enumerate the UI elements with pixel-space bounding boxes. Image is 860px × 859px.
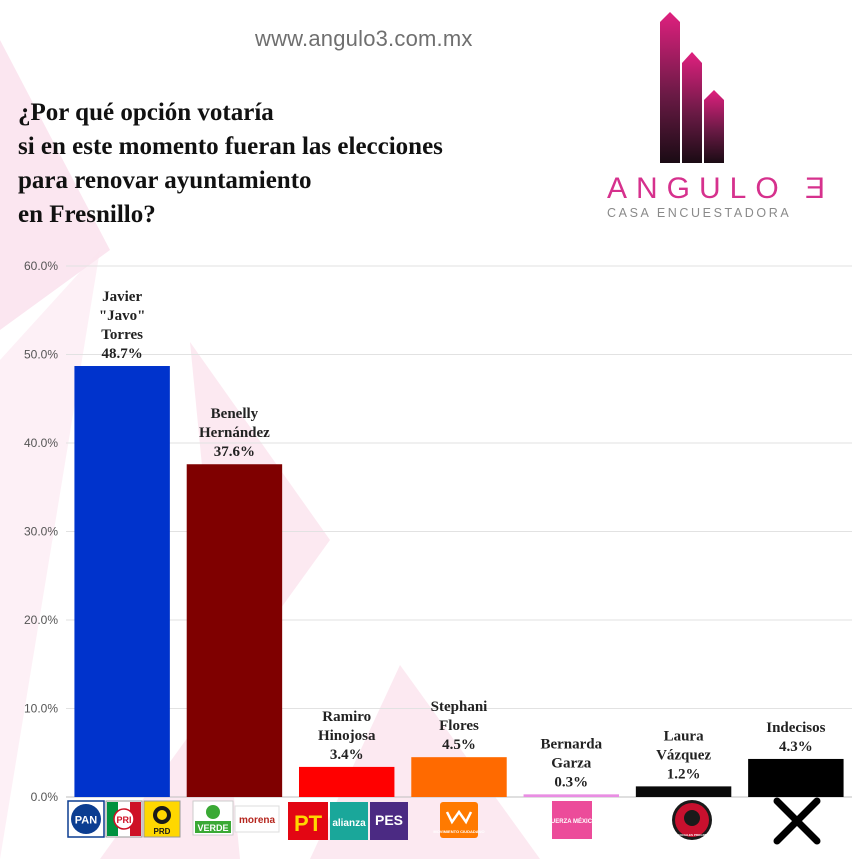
morena-logo-icon: morena [234, 805, 280, 833]
pes-logo-icon: PES [370, 802, 408, 840]
bar-labels: Javier "Javo" Torres 48.7% Benelly Hernández 3… [99, 289, 826, 790]
alianza-logo-icon: alianza [330, 802, 368, 840]
angulo3-logo-icon [660, 12, 724, 163]
rsp-logo-icon: REDES SOCIALES PROGRESISTAS [667, 800, 718, 840]
bar [748, 758, 844, 797]
bar-category-label: Torres [101, 327, 143, 343]
bar-category-label: Benelly [211, 406, 259, 422]
pan-logo-icon: PAN [67, 800, 105, 838]
question-line-3: para renovar ayuntamiento [18, 167, 312, 194]
bar-data-label: Bernarda Garza 0.3% [540, 736, 602, 790]
bar-category-label: Hinojosa [318, 728, 376, 744]
fuerza-mexico-logo-text: FUERZA MÉXICO [547, 817, 597, 825]
bar-value-label: 4.3% [779, 739, 813, 755]
y-tick-label: 50.0% [24, 348, 58, 362]
logo-subtitle: CASA ENCUESTADORA [607, 206, 792, 220]
alianza-logo-text: alianza [332, 818, 366, 829]
pt-logo-icon: PT [288, 802, 328, 840]
bar-value-label: 4.5% [442, 737, 476, 753]
bar-value-label: 37.6% [214, 444, 255, 460]
bar-value-label: 3.4% [330, 747, 364, 763]
bar [635, 786, 732, 797]
bar-category-label: "Javo" [99, 308, 146, 324]
y-tick-label: 0.0% [31, 790, 59, 804]
website-url: www.angulo3.com.mx [255, 26, 473, 51]
rsp-logo-text: REDES SOCIALES PROGRESISTAS [667, 833, 718, 837]
logo-name: ANGULO Ǝ [607, 172, 835, 205]
bar [523, 794, 620, 797]
prd-logo-icon: PRD [143, 800, 181, 838]
pt-logo-text: PT [294, 811, 323, 836]
verde-logo-icon: VERDE [192, 800, 234, 836]
bar-category-label: Laura [664, 728, 705, 744]
bar-data-label: Stephani Flores 4.5% [431, 699, 488, 753]
party-logos: PAN PRI PRD VERDE morena P [67, 797, 821, 845]
movimiento-ciudadano-logo-icon: MOVIMIENTO CIUDADANO [433, 802, 485, 838]
prd-logo-text: PRD [154, 827, 171, 836]
question-line-1: ¿Por qué opción votaría [18, 99, 274, 126]
pri-logo-icon: PRI [105, 800, 143, 838]
y-axis-ticks: 0.0% 10.0% 20.0% 30.0% 40.0% 50.0% 60.0% [24, 259, 58, 804]
morena-logo-text: morena [239, 815, 276, 826]
fuerza-mexico-logo-icon: FUERZA MÉXICO [547, 801, 597, 839]
y-tick-label: 20.0% [24, 613, 58, 627]
y-tick-label: 30.0% [24, 525, 58, 539]
bar-category-label: Flores [439, 718, 479, 734]
mc-logo-text: MOVIMIENTO CIUDADANO [433, 829, 484, 834]
bar-category-label: Javier [102, 289, 142, 305]
undecided-x-icon: X [773, 797, 821, 845]
bar-value-label: 0.3% [554, 774, 588, 790]
y-tick-label: 40.0% [24, 436, 58, 450]
bar-category-label: Indecisos [766, 720, 825, 736]
bar-value-label: 1.2% [667, 766, 701, 782]
pri-logo-text: PRI [116, 815, 131, 825]
bar [411, 757, 507, 797]
bars [74, 366, 844, 797]
bar-data-label: Laura Vázquez 1.2% [656, 728, 711, 782]
bar-category-label: Ramiro [322, 709, 371, 725]
bar-data-label: Benelly Hernández 37.6% [199, 406, 270, 460]
bar-category-label: Bernarda [540, 736, 602, 752]
bar-data-label: Indecisos 4.3% [766, 720, 825, 755]
bar-category-label: Stephani [431, 699, 488, 715]
bar [186, 464, 283, 797]
pes-logo-text: PES [375, 812, 403, 828]
verde-logo-text: VERDE [197, 823, 228, 833]
chart-question-title: ¿Por qué opción votaría si en este momen… [18, 96, 538, 232]
y-tick-label: 10.0% [24, 702, 58, 716]
question-line-4: en Fresnillo? [18, 201, 156, 228]
bar-data-label: Javier "Javo" Torres 48.7% [99, 289, 146, 362]
bar-category-label: Garza [551, 755, 591, 771]
pan-logo-text: PAN [75, 815, 97, 827]
bar [74, 366, 170, 797]
bar-category-label: Hernández [199, 425, 270, 441]
bar-chart: 0.0% 10.0% 20.0% 30.0% 40.0% 50.0% 60.0% Javie… [24, 259, 852, 845]
bar [298, 766, 395, 797]
bar-value-label: 48.7% [102, 346, 143, 362]
bar-data-label: Ramiro Hinojosa 3.4% [318, 709, 376, 763]
question-line-2: si en este momento fueran las elecciones [18, 133, 443, 160]
y-tick-label: 60.0% [24, 259, 58, 273]
bar-category-label: Vázquez [656, 747, 711, 763]
